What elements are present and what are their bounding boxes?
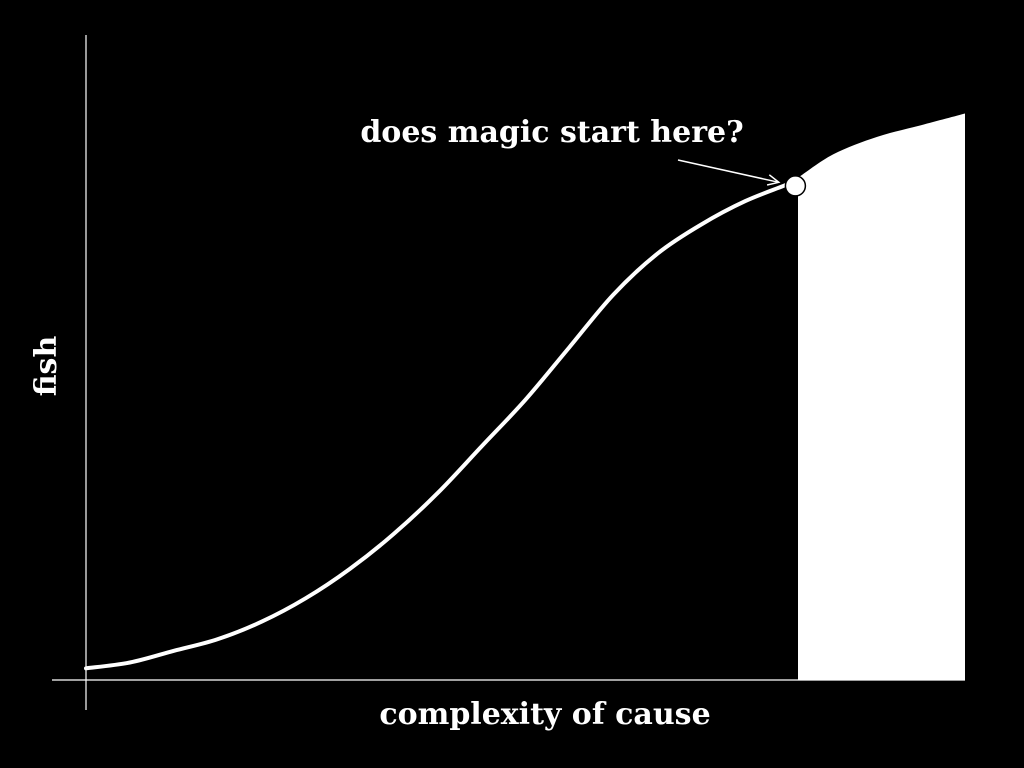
series-line: [84, 175, 800, 671]
annotation-arrow: [677, 159, 779, 184]
y-axis-label: fish: [29, 336, 64, 397]
annotation-marker: [784, 175, 807, 197]
annotation-text: does magic start here?: [360, 115, 743, 150]
highlight-area: [798, 113, 965, 680]
x-axis-label: complexity of cause: [379, 697, 710, 732]
annotation-arrowhead: [766, 174, 781, 186]
